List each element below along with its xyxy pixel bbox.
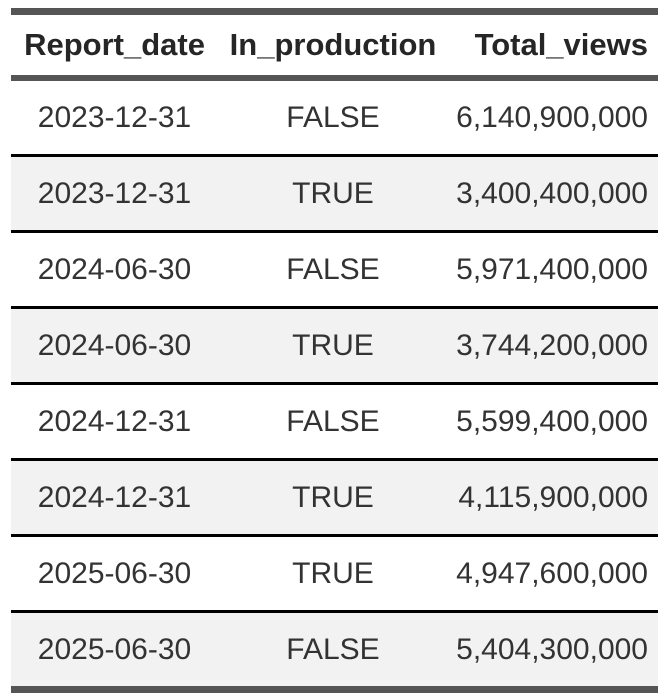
table-body: 2023-12-31 FALSE 6,140,900,000 2023-12-3… bbox=[11, 78, 658, 690]
views-table: Report_date In_production Total_views 20… bbox=[11, 8, 658, 693]
table-header: Report_date In_production Total_views bbox=[11, 11, 658, 81]
cell-report-date: 2025-06-30 bbox=[11, 610, 218, 690]
cell-in-production: TRUE bbox=[218, 306, 448, 384]
table-row: 2025-06-30 FALSE 5,404,300,000 bbox=[11, 610, 658, 690]
cell-report-date: 2023-12-31 bbox=[11, 154, 218, 232]
table-row: 2023-12-31 FALSE 6,140,900,000 bbox=[11, 78, 658, 156]
cell-in-production: TRUE bbox=[218, 458, 448, 536]
cell-total-views: 5,971,400,000 bbox=[448, 230, 658, 308]
cell-report-date: 2024-12-31 bbox=[11, 382, 218, 460]
cell-in-production: FALSE bbox=[218, 382, 448, 460]
cell-in-production: TRUE bbox=[218, 154, 448, 232]
cell-total-views: 3,744,200,000 bbox=[448, 306, 658, 384]
table-row: 2024-06-30 TRUE 3,744,200,000 bbox=[11, 306, 658, 384]
cell-total-views: 3,400,400,000 bbox=[448, 154, 658, 232]
header-row: Report_date In_production Total_views bbox=[11, 11, 658, 81]
column-header-in-production: In_production bbox=[218, 11, 448, 81]
cell-report-date: 2024-06-30 bbox=[11, 306, 218, 384]
table-row: 2025-06-30 TRUE 4,947,600,000 bbox=[11, 534, 658, 612]
column-header-report-date: Report_date bbox=[11, 11, 218, 81]
cell-report-date: 2024-06-30 bbox=[11, 230, 218, 308]
cell-report-date: 2023-12-31 bbox=[37, 100, 192, 134]
cell-total-views: 4,947,600,000 bbox=[448, 534, 658, 612]
cell-total-views: 6,140,900,000 bbox=[456, 100, 648, 134]
cell-in-production: FALSE bbox=[286, 100, 380, 134]
table-row: 2024-12-31 FALSE 5,599,400,000 bbox=[11, 382, 658, 460]
table-row: 2024-12-31 TRUE 4,115,900,000 bbox=[11, 458, 658, 536]
cell-in-production: FALSE bbox=[218, 610, 448, 690]
cell-report-date: 2025-06-30 bbox=[11, 534, 218, 612]
cell-in-production: FALSE bbox=[218, 230, 448, 308]
cell-total-views: 5,404,300,000 bbox=[448, 610, 658, 690]
cell-total-views: 4,115,900,000 bbox=[448, 458, 658, 536]
column-header-total-views: Total_views bbox=[448, 11, 658, 81]
cell-total-views: 5,599,400,000 bbox=[448, 382, 658, 460]
table-row: 2024-06-30 FALSE 5,971,400,000 bbox=[11, 230, 658, 308]
cell-in-production: TRUE bbox=[218, 534, 448, 612]
table-row: 2023-12-31 TRUE 3,400,400,000 bbox=[11, 154, 658, 232]
cell-report-date: 2024-12-31 bbox=[11, 458, 218, 536]
table-container: Report_date In_production Total_views 20… bbox=[11, 8, 658, 693]
